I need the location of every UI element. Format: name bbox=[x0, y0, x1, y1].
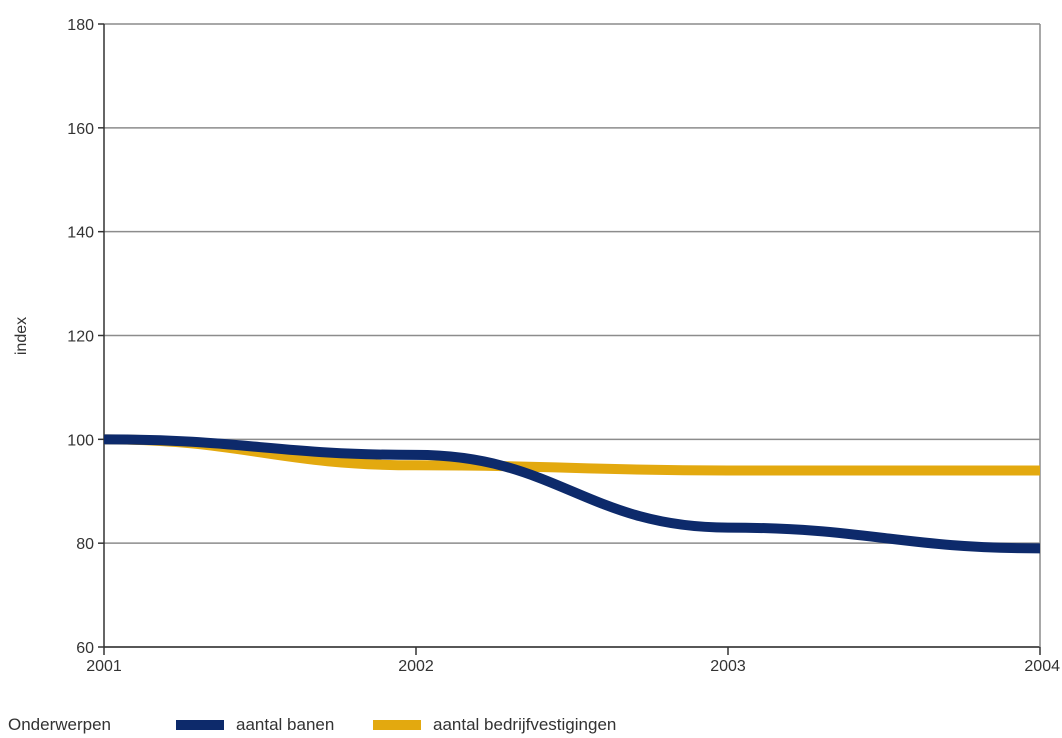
y-tick-label: 180 bbox=[67, 17, 94, 34]
legend-label: aantal bedrijfvestigingen bbox=[433, 715, 616, 734]
y-tick-label: 120 bbox=[67, 329, 94, 346]
y-tick-label: 140 bbox=[67, 225, 94, 242]
legend-swatch bbox=[373, 720, 421, 730]
y-tick-label: 80 bbox=[76, 536, 94, 553]
legend-swatch bbox=[176, 720, 224, 730]
x-tick-label: 2004 bbox=[1024, 658, 1060, 675]
gridlines bbox=[104, 23, 1040, 648]
y-tick-label: 160 bbox=[67, 121, 94, 138]
series-line-1 bbox=[103, 434, 1041, 554]
legend-title: Onderwerpen bbox=[8, 715, 111, 734]
legend-label: aantal banen bbox=[236, 715, 334, 734]
y-axis-label: index bbox=[13, 317, 30, 355]
x-tick-label: 2001 bbox=[86, 658, 122, 675]
legend: Onderwerpen aantal banen aantal bedrijfve… bbox=[8, 715, 616, 734]
series-lines bbox=[103, 434, 1041, 554]
x-axis-ticks: 2001 2002 2003 2004 bbox=[86, 647, 1060, 675]
y-tick-label: 100 bbox=[67, 432, 94, 449]
y-tick-label: 60 bbox=[76, 640, 94, 657]
x-tick-label: 2003 bbox=[710, 658, 746, 675]
x-tick-label: 2002 bbox=[398, 658, 434, 675]
y-axis-ticks: 60 80 100 120 140 160 180 bbox=[67, 17, 104, 657]
series-line-2 bbox=[103, 434, 1040, 476]
